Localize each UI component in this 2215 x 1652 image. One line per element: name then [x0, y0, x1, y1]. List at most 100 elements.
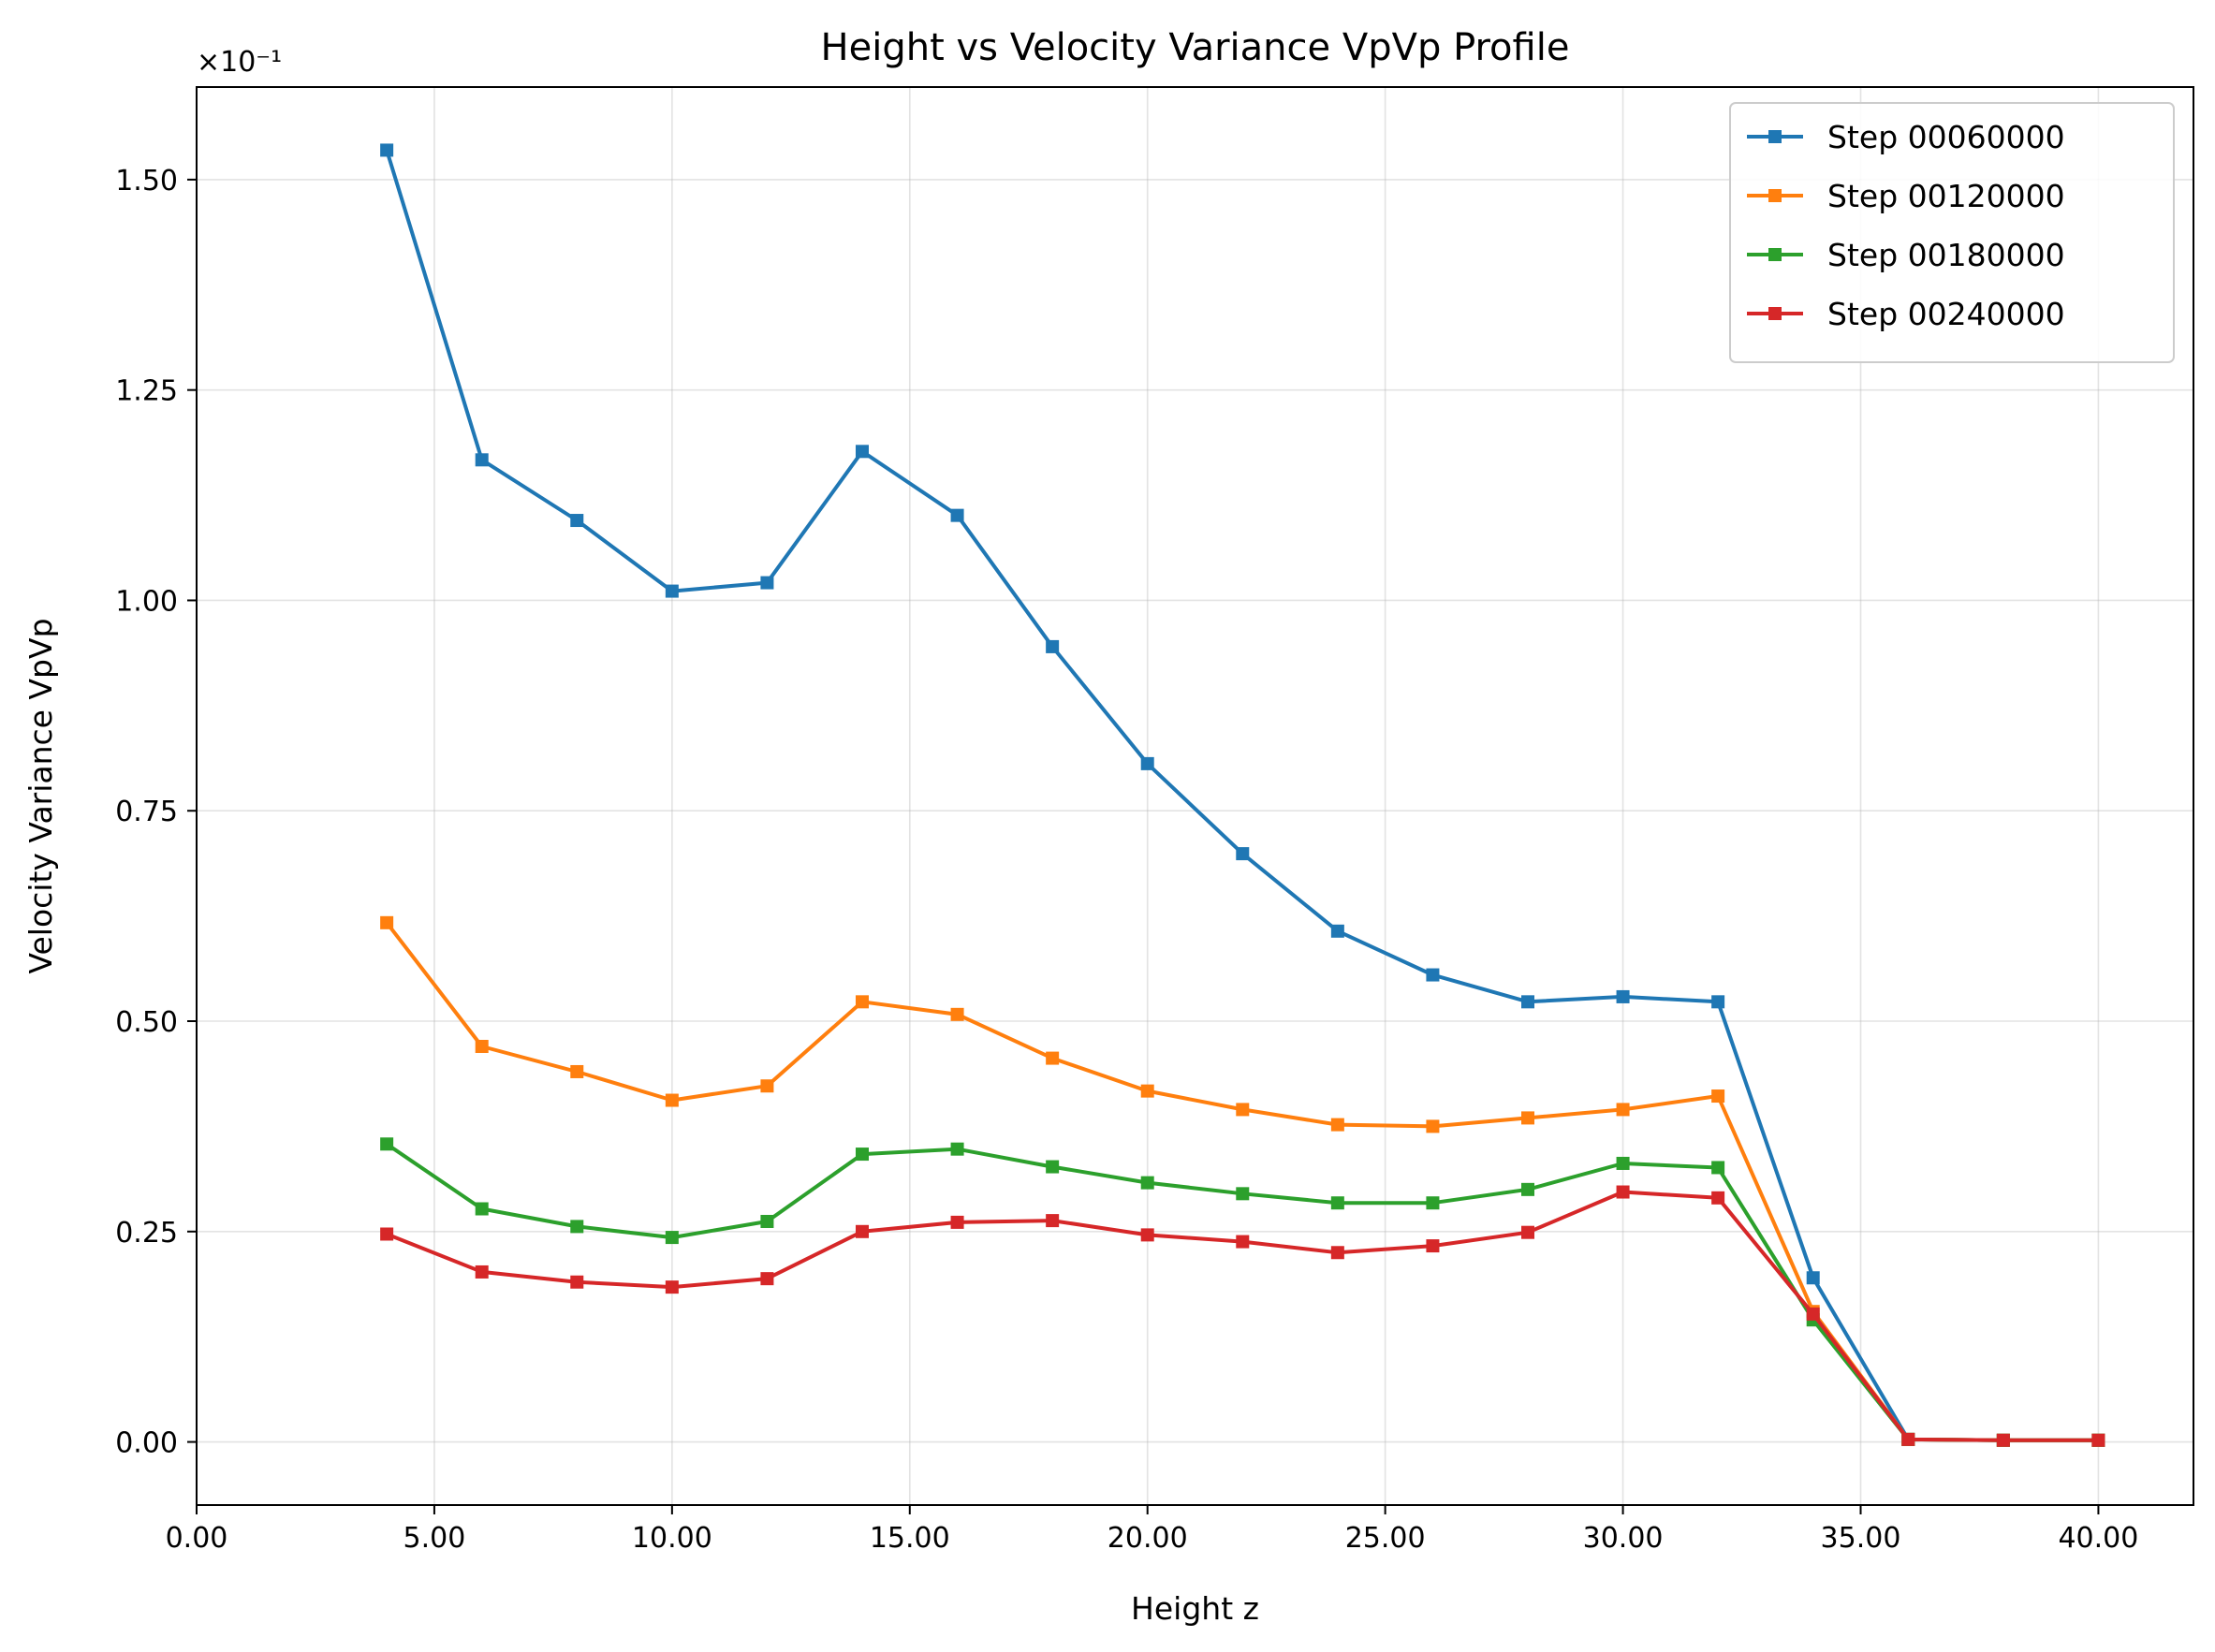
data-point	[665, 1280, 679, 1294]
data-point	[1521, 1225, 1534, 1239]
legend-item: Step 00120000	[1747, 178, 2065, 214]
x-tick-label: 35.00	[1821, 1522, 1901, 1555]
legend-swatch-marker	[1768, 307, 1782, 320]
data-point	[380, 1227, 394, 1241]
data-point	[380, 915, 394, 929]
x-tick-label: 30.00	[1583, 1522, 1664, 1555]
data-point	[1330, 1246, 1344, 1260]
data-point	[1806, 1271, 1820, 1285]
x-tick-label: 15.00	[870, 1522, 950, 1555]
data-point	[1140, 1176, 1154, 1190]
y-tick-label: 1.00	[115, 585, 178, 618]
data-point	[665, 1231, 679, 1245]
series-lines	[380, 143, 2105, 1447]
data-point	[475, 1202, 489, 1216]
y-tick-label: 0.00	[115, 1427, 178, 1460]
data-point	[1330, 1118, 1344, 1132]
data-point	[1616, 1156, 1630, 1170]
y-tick-label: 0.50	[115, 1006, 178, 1039]
x-tick-label: 20.00	[1108, 1522, 1188, 1555]
data-point	[1330, 924, 1344, 938]
data-point	[760, 1272, 774, 1286]
data-point	[570, 1064, 584, 1078]
data-point	[1711, 1191, 1725, 1205]
data-point	[570, 514, 584, 528]
data-point	[570, 1275, 584, 1289]
data-point	[856, 995, 869, 1009]
data-point	[1330, 1196, 1344, 1210]
y-tick-label: 0.75	[115, 796, 178, 828]
data-point	[380, 1137, 394, 1151]
legend-label: Step 00240000	[1827, 296, 2065, 332]
data-point	[1140, 756, 1154, 770]
data-point	[1140, 1228, 1154, 1242]
x-tick-label: 10.00	[632, 1522, 712, 1555]
data-point	[380, 143, 394, 157]
data-point	[1236, 1187, 1250, 1201]
data-point	[856, 445, 869, 459]
x-tick-label: 0.00	[166, 1522, 228, 1555]
x-tick-label: 25.00	[1345, 1522, 1426, 1555]
data-point	[1046, 639, 1060, 653]
data-point	[1426, 1239, 1440, 1253]
y-axis-offset-text: ×10⁻¹	[197, 46, 282, 79]
legend-item: Step 00240000	[1747, 296, 2065, 332]
legend-label: Step 00060000	[1827, 119, 2065, 155]
data-point	[2091, 1433, 2105, 1447]
data-point	[1616, 1103, 1630, 1117]
legend-swatch-marker	[1768, 248, 1782, 261]
data-point	[1901, 1432, 1915, 1446]
legend-item: Step 00180000	[1747, 237, 2065, 273]
y-axis-label: Velocity Variance VpVp	[22, 618, 59, 973]
legend-swatch-marker	[1768, 189, 1782, 202]
data-point	[1616, 989, 1630, 1003]
y-tick-label: 1.50	[115, 165, 178, 197]
plot-frame	[196, 86, 2194, 1506]
data-point	[760, 1079, 774, 1093]
legend-swatch-marker	[1768, 130, 1782, 143]
data-point	[1236, 1235, 1250, 1249]
data-point	[1711, 1161, 1725, 1175]
legend-box	[1729, 102, 2175, 363]
data-point	[1806, 1307, 1820, 1321]
data-point	[1046, 1051, 1060, 1065]
x-tick-label: 5.00	[403, 1522, 466, 1555]
data-point	[1426, 968, 1440, 982]
data-point	[856, 1148, 869, 1162]
data-point	[1711, 1089, 1725, 1104]
y-axis: 0.00 0.25 0.50 0.75 1.00 1.25 1.50	[115, 165, 197, 1460]
legend: Step 00060000 Step 00120000 Step 00180000 S…	[1729, 102, 2175, 363]
x-axis: 0.00 5.00 10.00 15.00 20.00 25.00 30.00 35.00 40…	[166, 1505, 2138, 1555]
data-point	[1046, 1214, 1060, 1228]
x-tick-label: 40.00	[2058, 1522, 2138, 1555]
data-point	[1426, 1119, 1440, 1133]
data-point	[475, 1039, 489, 1053]
data-point	[1236, 847, 1250, 861]
data-point	[1521, 995, 1534, 1009]
data-point	[760, 1215, 774, 1228]
data-point	[1521, 1182, 1534, 1196]
series-group	[380, 1185, 2105, 1447]
data-point	[1140, 1084, 1154, 1098]
data-point	[760, 576, 774, 590]
x-axis-label: Height z	[1131, 1590, 1259, 1627]
legend-label: Step 00180000	[1827, 237, 2065, 273]
data-point	[475, 1265, 489, 1279]
data-point	[665, 584, 679, 598]
chart-title: Height vs Velocity Variance VpVp Profile	[821, 26, 1570, 69]
data-point	[1711, 995, 1725, 1009]
legend-item: Step 00060000	[1747, 119, 2065, 155]
data-point	[950, 508, 964, 522]
data-point	[1616, 1185, 1630, 1199]
data-point	[1996, 1433, 2010, 1447]
data-point	[1236, 1103, 1250, 1117]
data-point	[475, 453, 489, 467]
y-tick-label: 0.25	[115, 1217, 178, 1250]
data-point	[1046, 1160, 1060, 1174]
y-tick-label: 1.25	[115, 375, 178, 408]
data-point	[950, 1007, 964, 1021]
data-point	[856, 1224, 869, 1238]
data-point	[570, 1220, 584, 1234]
legend-label: Step 00120000	[1827, 178, 2065, 214]
